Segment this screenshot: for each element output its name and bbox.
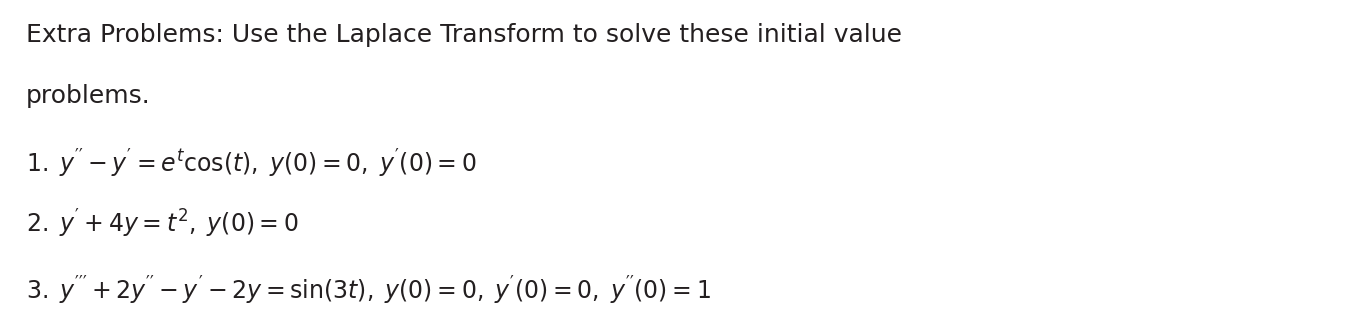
Text: problems.: problems. — [26, 83, 151, 107]
Text: $1.\; y'' - y' = e^t \cos(t),\; y(0) = 0,\; y'(0) = 0$: $1.\; y'' - y' = e^t \cos(t),\; y(0) = 0… — [26, 147, 476, 180]
Text: $2.\; y' + 4y = t^2,\; y(0) = 0$: $2.\; y' + 4y = t^2,\; y(0) = 0$ — [26, 208, 299, 240]
Text: Extra Problems: Use the Laplace Transform to solve these initial value: Extra Problems: Use the Laplace Transfor… — [26, 23, 901, 47]
Text: $3.\; y''' + 2y'' - y' - 2y = \sin(3t),\; y(0) = 0,\; y'(0) = 0,\; y''(0) = 1$: $3.\; y''' + 2y'' - y' - 2y = \sin(3t),\… — [26, 275, 710, 307]
